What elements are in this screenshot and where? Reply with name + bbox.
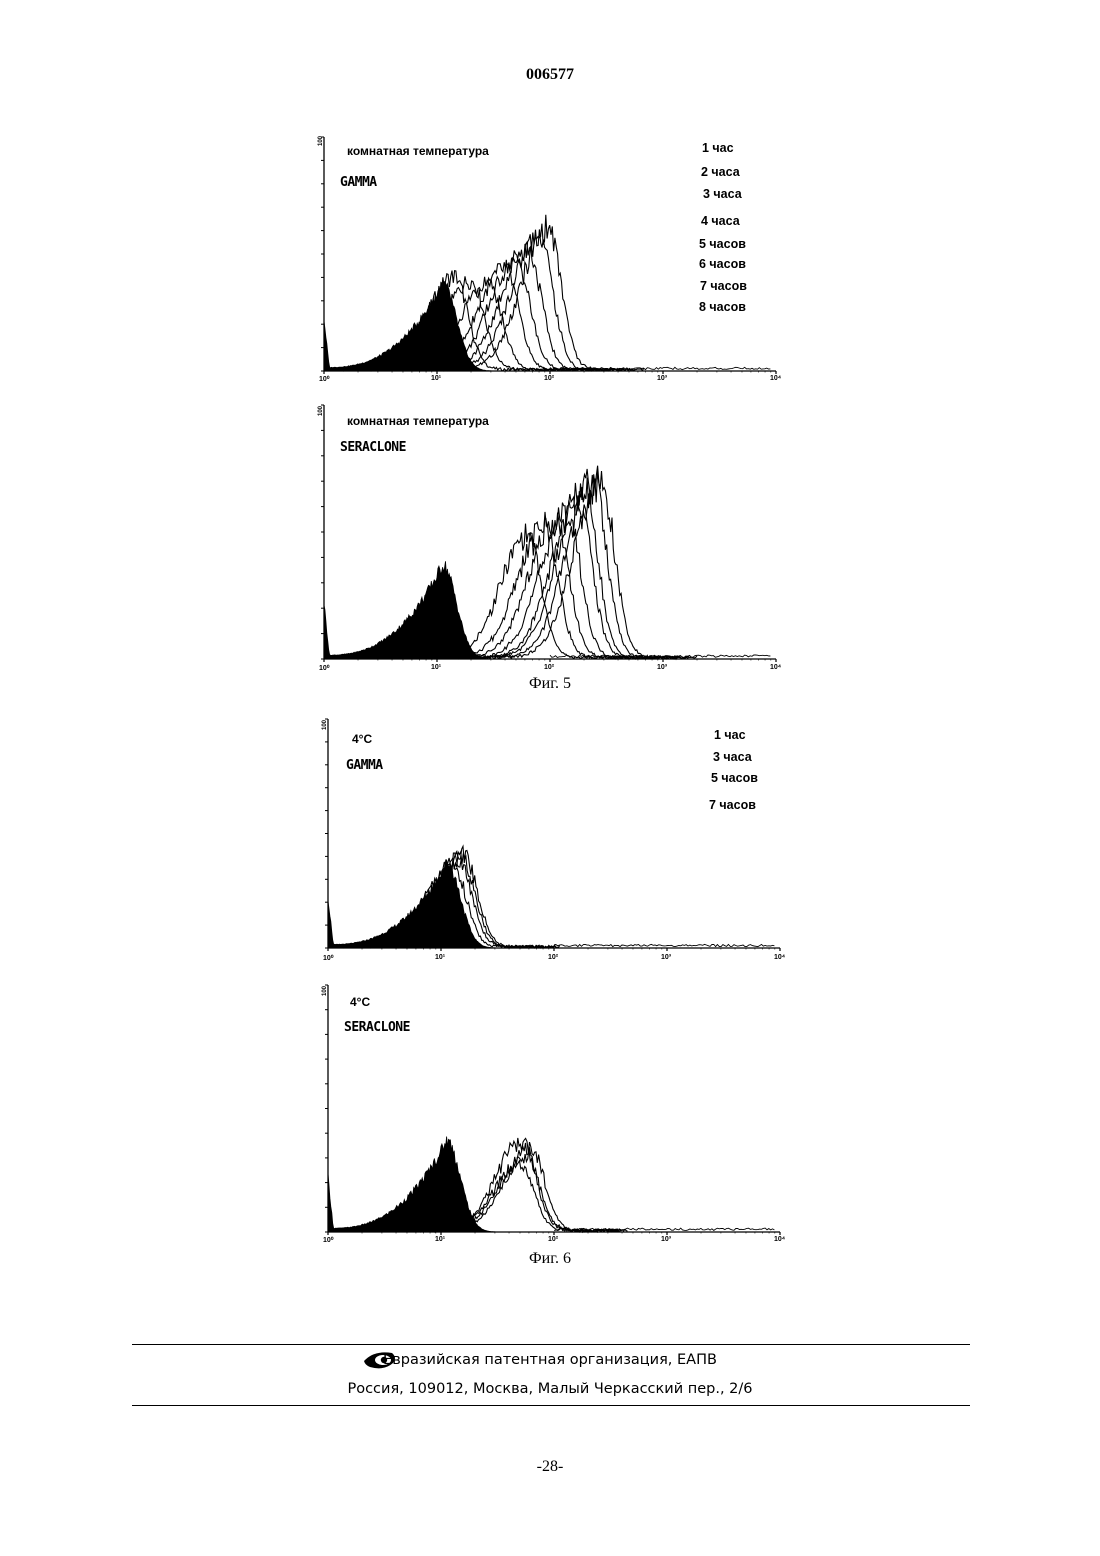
legend-entry: 4 часа: [701, 215, 740, 228]
figure-caption: Фиг. 5: [0, 675, 1100, 693]
x-tick-label: 10³: [661, 954, 671, 961]
control-histogram: [328, 860, 498, 948]
condition-label: комнатная температура: [347, 144, 489, 158]
legend-entry: 5 часов: [711, 772, 758, 785]
condition-label: 4°C: [352, 732, 372, 746]
y-axis-top-label: 100: [322, 986, 328, 996]
x-tick-label: 10⁴: [770, 375, 781, 382]
legend-entry: 1 час: [714, 729, 746, 742]
footer-address: Россия, 109012, Москва, Малый Черкасский…: [0, 1381, 1100, 1397]
x-tick-label: 10⁰: [319, 375, 330, 383]
footer-organization: Евразийская патентная организация, ЕАПВ: [0, 1352, 1100, 1368]
x-tick-label: 10⁴: [770, 664, 781, 671]
histogram-panel: 100 комнатная температура GAMMA 1 час 2 …: [318, 132, 788, 387]
x-tick-label: 10³: [657, 375, 667, 382]
x-tick-label: 10²: [544, 664, 554, 671]
x-tick-label: 10⁴: [774, 1236, 785, 1243]
histogram-panel: 100 4°C SERACLONE 10⁰ 10¹ 10² 10³ 10⁴: [322, 980, 792, 1248]
legend-entry: 3 часа: [713, 751, 752, 764]
footer-top-rule: [132, 1344, 970, 1345]
x-tick-label: 10⁰: [323, 1236, 334, 1244]
legend-entry: 6 часов: [699, 258, 746, 271]
legend-entry: 7 часов: [709, 799, 756, 812]
control-histogram: [324, 561, 494, 659]
sample-label: SERACLONE: [340, 440, 406, 455]
x-tick-label: 10²: [544, 375, 554, 382]
x-tick-label: 10¹: [435, 954, 445, 961]
sample-label: GAMMA: [346, 758, 383, 773]
x-tick-label: 10²: [548, 954, 558, 961]
document-number: 006577: [0, 66, 1100, 84]
y-axis-top-label: 100: [318, 406, 324, 416]
x-tick-label: 10¹: [431, 664, 441, 671]
y-axis-top-label: 100: [322, 720, 328, 730]
x-tick-label: 10³: [661, 1236, 671, 1243]
legend-entry: 7 часов: [700, 280, 747, 293]
sample-histogram-line: [471, 478, 680, 659]
sample-label: GAMMA: [340, 175, 377, 190]
condition-label: 4°C: [350, 995, 370, 1009]
x-tick-label: 10⁰: [319, 664, 330, 672]
x-tick-label: 10⁰: [323, 954, 334, 962]
figure-caption: Фиг. 6: [0, 1250, 1100, 1268]
x-tick-label: 10³: [657, 664, 667, 671]
page-number: -28-: [0, 1458, 1100, 1476]
baseline-trace: [554, 944, 774, 946]
x-tick-label: 10¹: [431, 375, 441, 382]
x-tick-label: 10⁴: [774, 954, 785, 961]
x-tick-label: 10¹: [435, 1236, 445, 1243]
footer-bottom-rule: [132, 1405, 970, 1406]
x-tick-label: 10²: [548, 1236, 558, 1243]
sample-label: SERACLONE: [344, 1020, 410, 1035]
control-histogram: [324, 282, 494, 371]
legend-entry: 5 часов: [699, 238, 746, 251]
y-axis-top-label: 100: [318, 136, 324, 146]
legend-entry: 8 часов: [699, 301, 746, 314]
legend-entry: 2 часа: [701, 166, 740, 179]
histogram-panel: 100 комнатная температура SERACLONE 10⁰ …: [318, 400, 788, 675]
condition-label: комнатная температура: [347, 414, 489, 428]
legend-entry: 1 час: [702, 142, 734, 155]
sample-histogram-line: [435, 215, 644, 371]
legend-entry: 3 часа: [703, 188, 742, 201]
histogram-panel: 100 4°C GAMMA 1 час 3 часа 5 часов 7 час…: [322, 714, 792, 964]
